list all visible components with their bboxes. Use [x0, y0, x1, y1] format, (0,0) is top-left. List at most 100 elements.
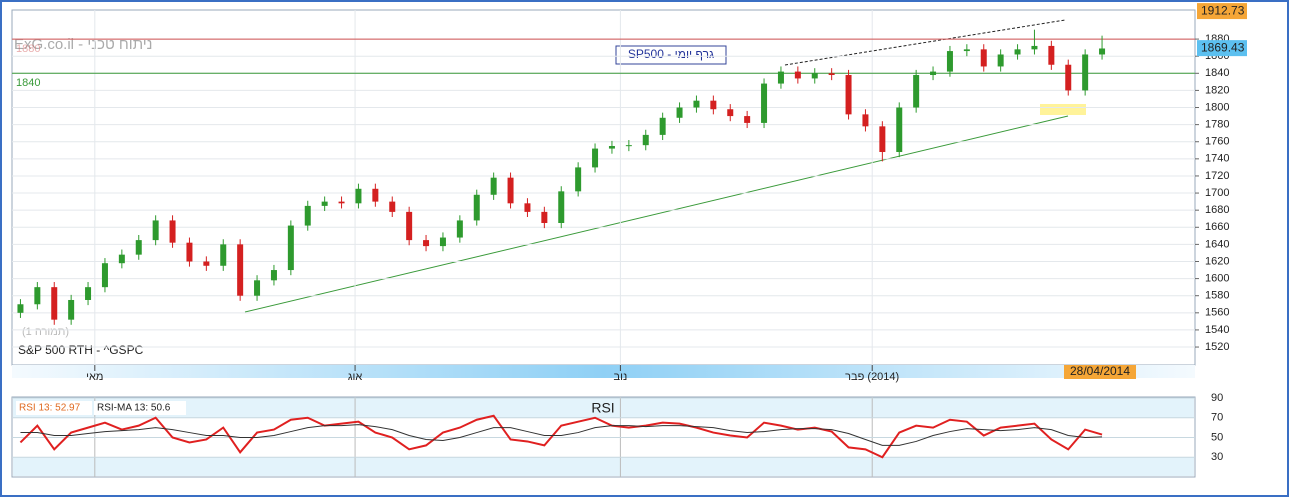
candle-body [490, 177, 497, 195]
candle-body [17, 304, 24, 313]
watermark: ExG.co.il - ניתוח טכני [14, 36, 153, 53]
y-tick-label: 1580 [1205, 290, 1229, 302]
candle-body [913, 75, 920, 108]
candle-body [828, 73, 835, 76]
y-tick-label: 1760 [1205, 136, 1229, 148]
y-tick-label: 1700 [1205, 187, 1229, 199]
x-tick-label: נוב [614, 371, 628, 383]
candle-body [406, 211, 413, 241]
y-tick-label: 1560 [1205, 307, 1229, 319]
candle-body [304, 205, 311, 226]
chart-title: SP500 - גרף יומי [628, 47, 714, 61]
candle-body [896, 107, 903, 152]
candle-body [558, 191, 565, 223]
candle-body [642, 134, 649, 146]
candle-body [338, 201, 345, 204]
candle-body [625, 145, 632, 147]
support-trendline [244, 115, 1069, 313]
legend-box [16, 401, 92, 415]
rsi-title: RSI [591, 400, 614, 416]
candle-body [34, 287, 41, 305]
y-tick-label: 1720 [1205, 170, 1229, 182]
candle-body [1099, 48, 1106, 55]
legend-label: RSI 13: 52.97 [19, 403, 81, 414]
legend-box [94, 401, 186, 415]
candle-body [321, 201, 328, 206]
candle-body [592, 148, 599, 168]
symbol: S&P 500 RTH - ^GSPC [18, 343, 144, 357]
candle-body [777, 71, 784, 84]
rsi-line [19, 414, 1103, 459]
candle-body [1048, 45, 1055, 65]
candle-body [51, 287, 58, 320]
y-tick-label: 1800 [1205, 101, 1229, 113]
candle-body [85, 287, 92, 300]
candle-body [524, 203, 531, 212]
candle-body [608, 146, 615, 149]
candle-body [980, 49, 987, 67]
date-label: 28/04/2014 [1070, 364, 1130, 378]
candle-body [220, 244, 227, 266]
y-tick-label: 1660 [1205, 221, 1229, 233]
candle-body [118, 254, 125, 264]
rsi-tick-label: 70 [1211, 412, 1223, 424]
price-tag-label: 1869.43 [1201, 40, 1245, 54]
candle-body [439, 237, 446, 247]
price-panel [11, 9, 1196, 366]
level-label: 1840 [16, 77, 40, 89]
y-tick-label: 1840 [1205, 67, 1229, 79]
candle-body [744, 116, 751, 123]
resistance-trendline [784, 19, 1066, 66]
level-label: 1880 [16, 43, 40, 55]
candle-body [372, 188, 379, 202]
candle-body [456, 220, 463, 238]
candle-body [270, 270, 277, 281]
price-tag [1197, 3, 1247, 20]
y-tick-label: 1540 [1205, 324, 1229, 336]
candle-body [727, 109, 734, 117]
y-tick-label: 1600 [1205, 273, 1229, 285]
candle-body [930, 71, 937, 76]
candle-body [287, 225, 294, 271]
candle-body [203, 261, 210, 266]
candle-body [845, 75, 852, 115]
candle-body [101, 263, 108, 288]
candle-body [811, 73, 818, 79]
candle-body [862, 114, 869, 127]
candle-body [169, 220, 176, 243]
candle-body [710, 100, 717, 110]
x-axis-strip [12, 365, 1195, 378]
x-tick-label: מאי [86, 371, 103, 383]
candle-body [997, 54, 1004, 67]
candle-body [1065, 64, 1072, 91]
rsi-tick-label: 90 [1211, 392, 1223, 404]
candle-body [575, 167, 582, 192]
legend-label: RSI-MA 13: 50.6 [97, 403, 171, 414]
y-tick-label: 1740 [1205, 153, 1229, 165]
candle-body [1082, 54, 1089, 91]
candle-body [186, 242, 193, 262]
y-tick-label: 1520 [1205, 341, 1229, 353]
candle-body [152, 220, 159, 241]
highlight-zone [1040, 104, 1086, 115]
candle-body [676, 107, 683, 118]
candle-body [254, 280, 261, 296]
candle-body [1014, 49, 1021, 55]
candle-body [761, 83, 768, 123]
candle-body [389, 201, 396, 212]
rsi-band [13, 457, 1194, 476]
caption: (תמורה 1) [22, 326, 69, 338]
candle-body [355, 188, 362, 204]
y-tick-label: 1640 [1205, 238, 1229, 250]
candle-body [507, 177, 514, 204]
candle-body [659, 117, 666, 135]
candle-body [68, 299, 75, 320]
candle-body [423, 240, 430, 247]
candle-body [963, 49, 970, 52]
candle-body [237, 244, 244, 296]
rsi-line [20, 424, 1103, 446]
rsi-band [13, 398, 1194, 418]
price-tag-label: 1912.73 [1201, 3, 1245, 17]
date-tag [1064, 365, 1136, 379]
